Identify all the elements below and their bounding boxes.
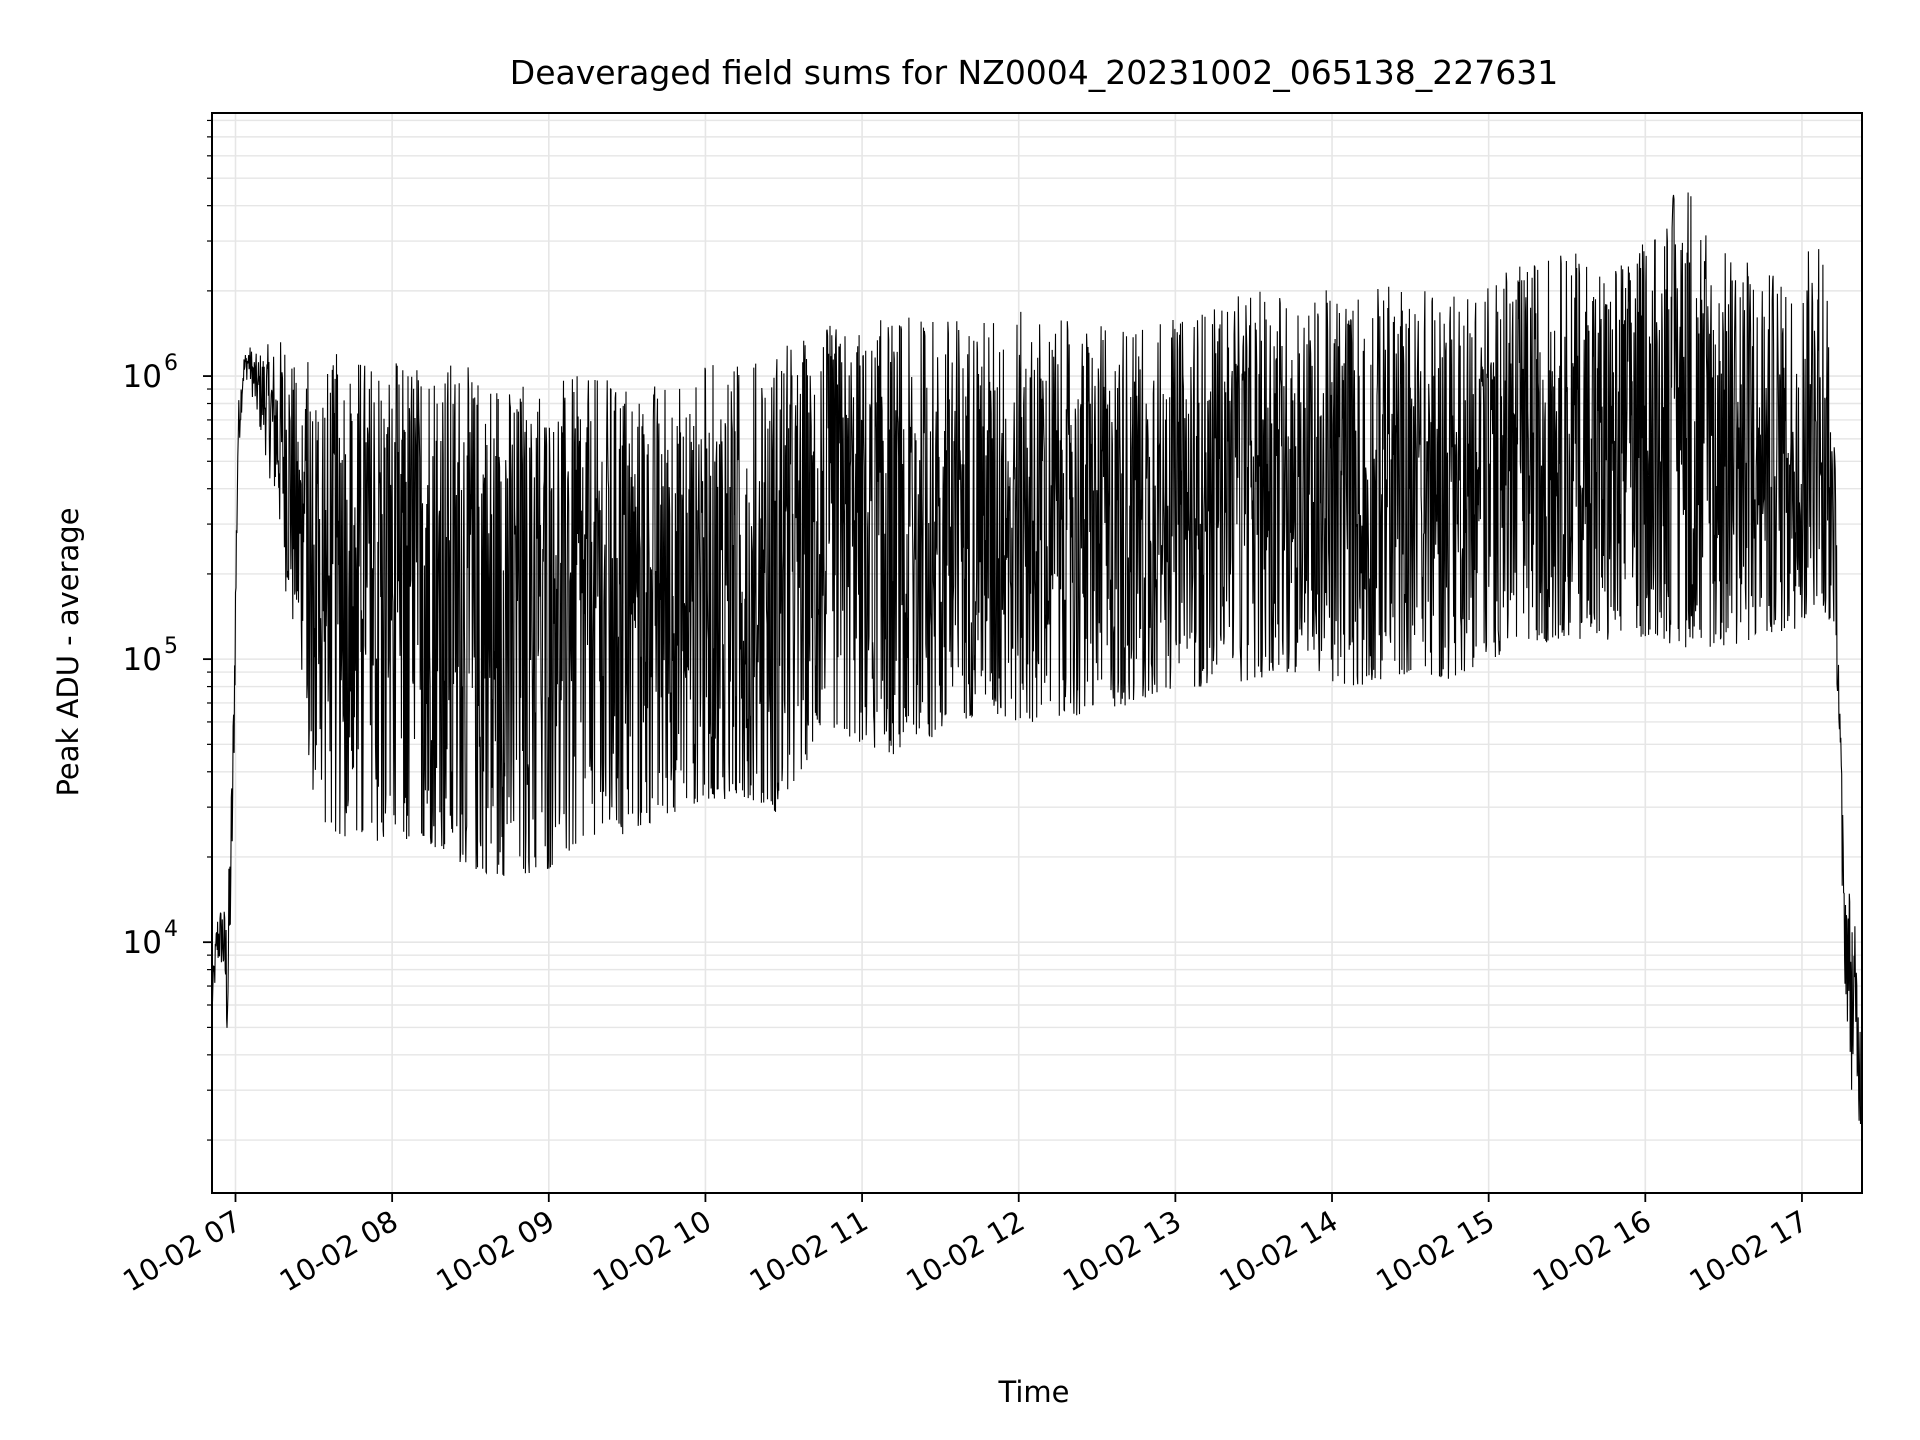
- y-tick-label: 10: [123, 359, 162, 395]
- series-layer: [212, 192, 1862, 1135]
- y-tick-base: 10: [123, 359, 162, 395]
- y-tick-exponent: 6: [164, 351, 178, 376]
- y-tick-label: 10: [123, 642, 162, 678]
- y-tick-label: 10: [123, 925, 162, 961]
- x-axis-label: Time: [998, 1375, 1070, 1409]
- y-tick-exponent: 4: [164, 917, 178, 942]
- series-line: [212, 192, 1862, 1135]
- y-axis-label: Peak ADU - average: [51, 507, 85, 796]
- plot-frame: [211, 112, 1863, 1194]
- y-tick-base: 10: [123, 642, 162, 678]
- y-tick-exponent: 5: [164, 634, 178, 659]
- y-tick-base: 10: [123, 925, 162, 961]
- chart-title: Deaveraged field sums for NZ0004_2023100…: [510, 53, 1558, 92]
